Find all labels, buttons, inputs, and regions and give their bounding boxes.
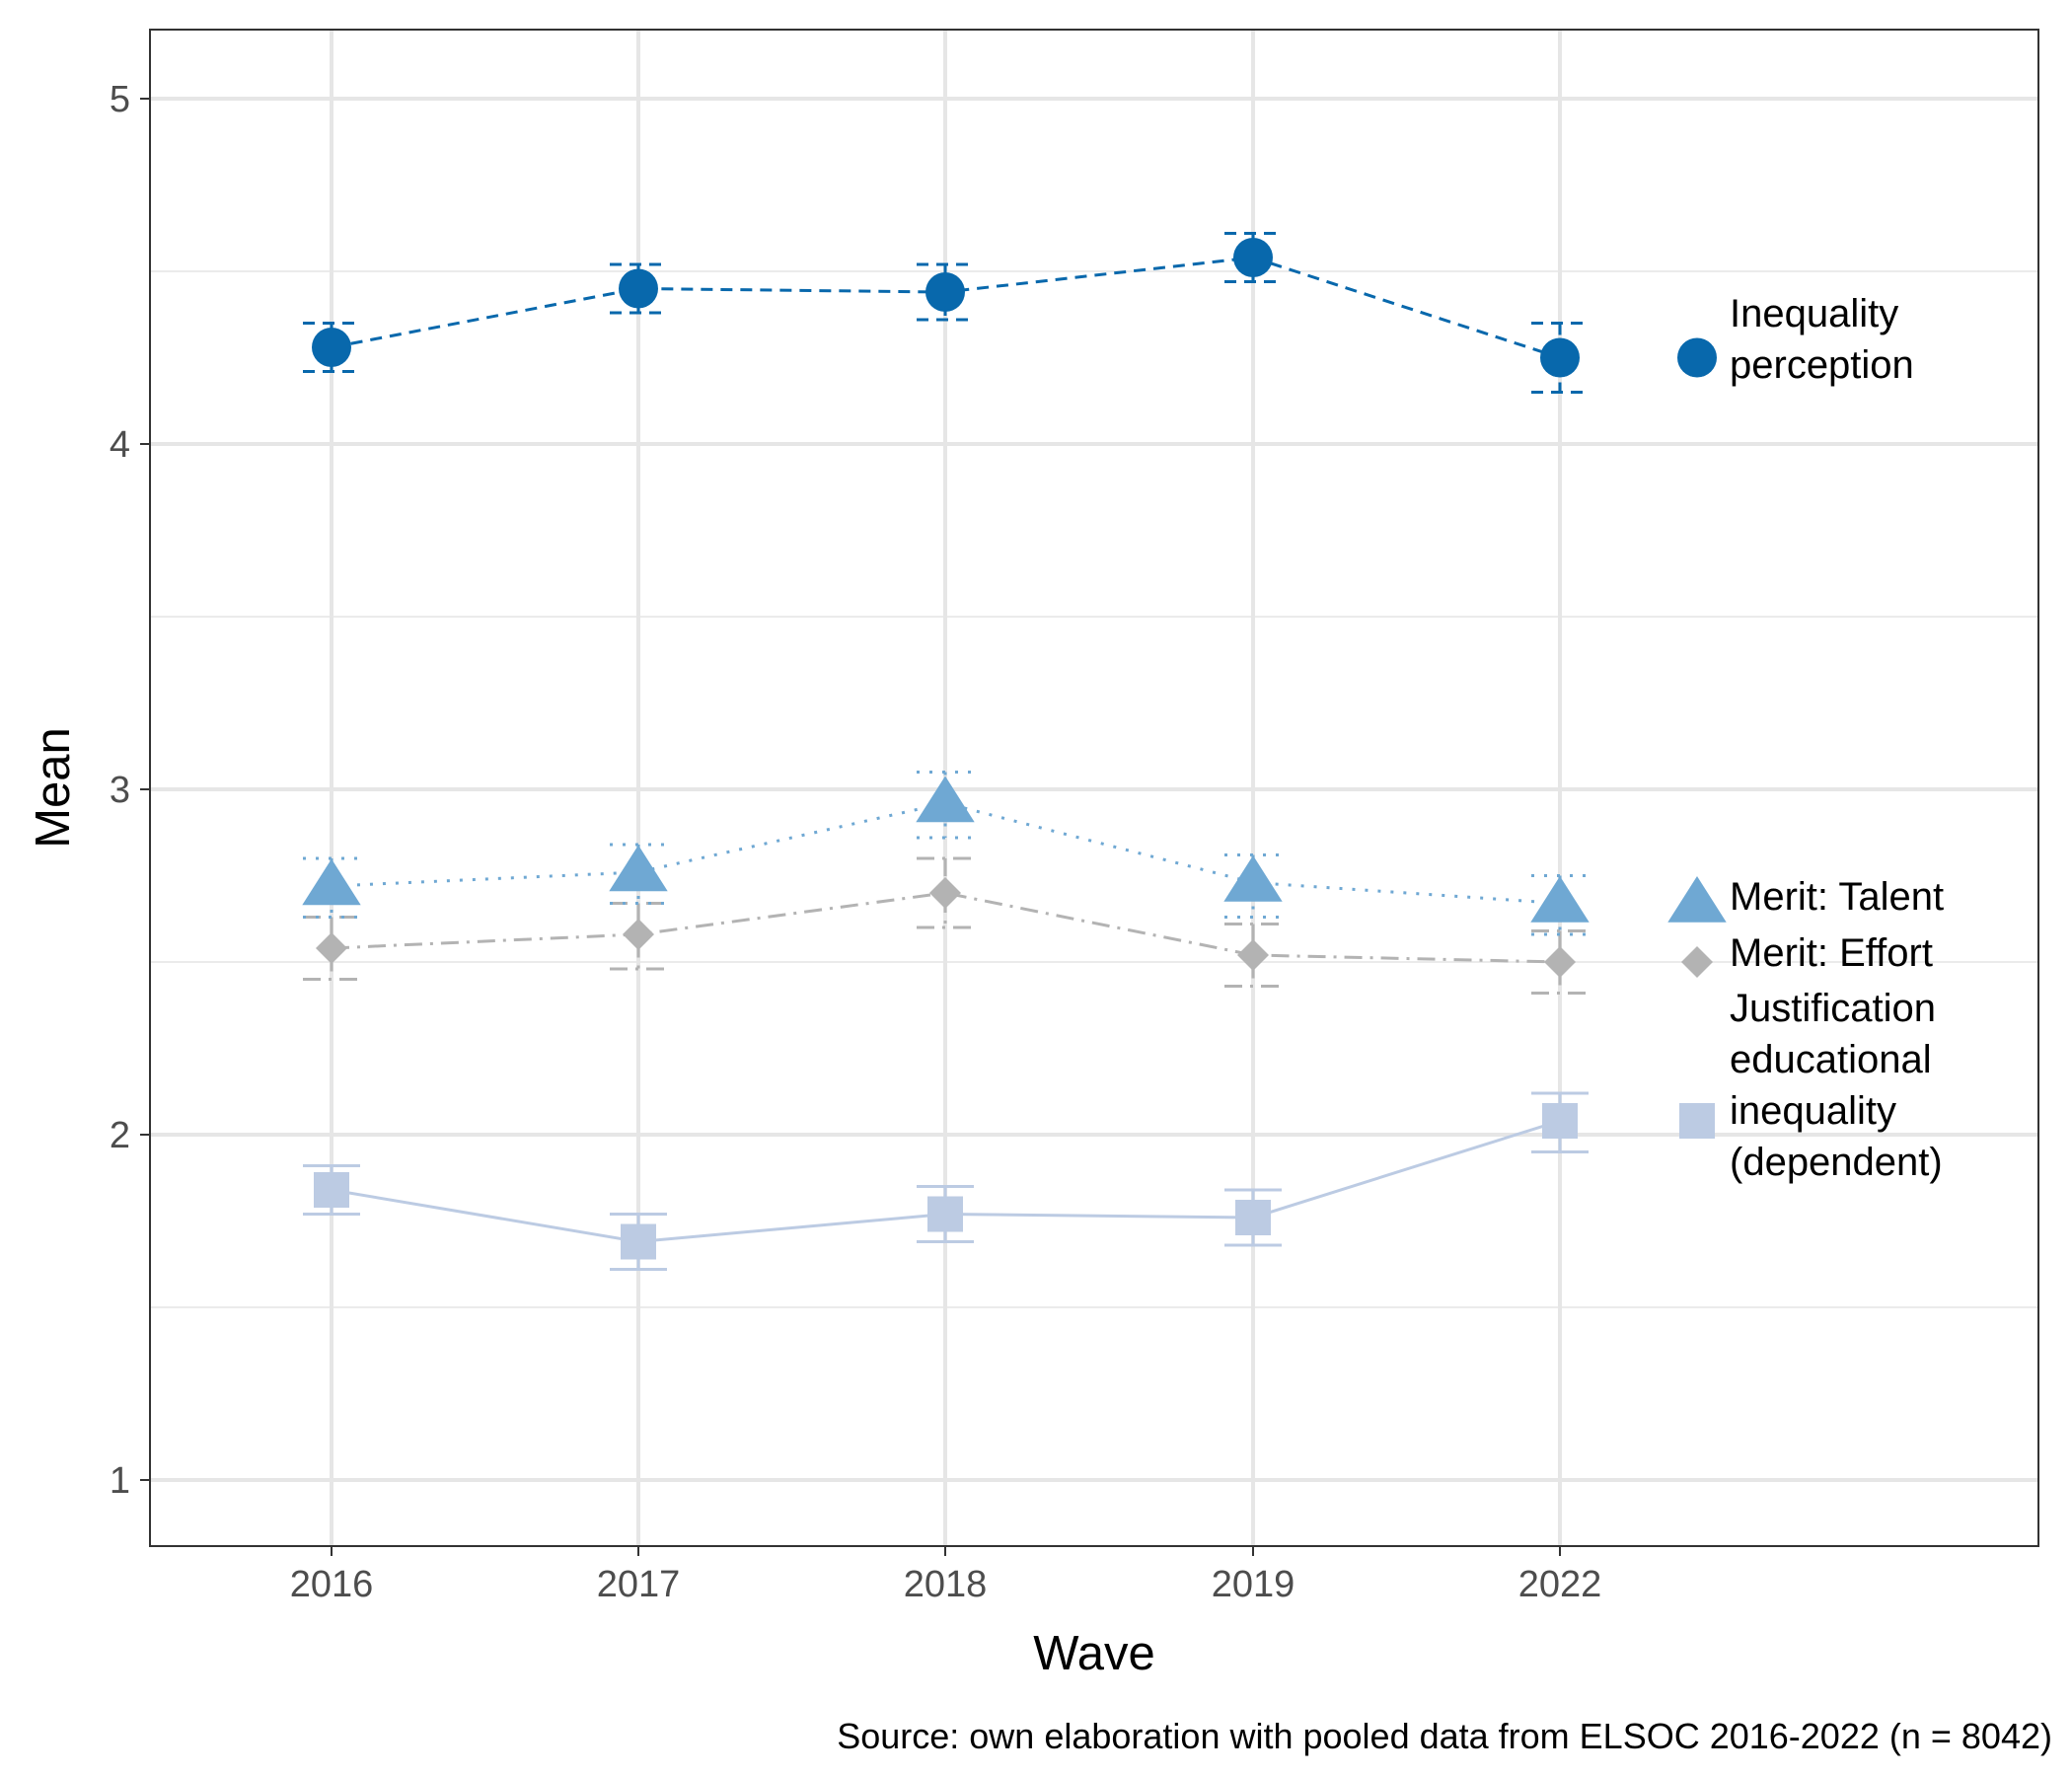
y-tick-label: 4 xyxy=(110,424,130,466)
legend-key xyxy=(1677,337,1717,378)
data-point xyxy=(1544,946,1576,978)
data-point xyxy=(1542,1103,1578,1139)
data-point xyxy=(929,877,961,909)
legend-item-talent: Merit: Talent xyxy=(1667,875,1944,923)
y-tick-label: 3 xyxy=(110,770,130,811)
series-just xyxy=(303,1091,1589,1271)
data-point xyxy=(1233,238,1273,277)
data-point xyxy=(916,776,975,823)
series-effort xyxy=(303,856,1589,995)
x-tick-label: 2018 xyxy=(904,1564,988,1605)
legend-key xyxy=(1679,1103,1715,1139)
legend-key xyxy=(1681,946,1713,978)
axes: 1 2 3 4 5 2016 2017 2018 2019 2022 xyxy=(110,79,1601,1605)
data-point xyxy=(316,932,347,964)
legend-label: Justification xyxy=(1730,987,1936,1030)
series-layer xyxy=(302,232,1590,1271)
data-point xyxy=(302,858,361,906)
legend-item-just: Justification educational inequality (depen… xyxy=(1679,987,1943,1184)
legend-key xyxy=(1667,876,1727,923)
data-point xyxy=(1530,876,1590,923)
x-axis-title: Wave xyxy=(1033,1627,1154,1680)
legend-item-effort: Merit: Effort xyxy=(1681,931,1933,978)
data-point xyxy=(312,328,351,367)
data-point xyxy=(314,1172,349,1208)
data-point xyxy=(1237,939,1269,971)
panel-border xyxy=(149,29,2039,1547)
data-point xyxy=(1540,337,1580,378)
legend: Inequality perception Merit: Talent Merit: … xyxy=(1667,292,1944,1184)
legend-label: Merit: Effort xyxy=(1730,931,1933,975)
x-tick-label: 2017 xyxy=(597,1564,681,1605)
data-point xyxy=(609,845,668,892)
series-ineq xyxy=(303,232,1589,394)
legend-label: (dependent) xyxy=(1730,1141,1943,1184)
y-tick-label: 2 xyxy=(110,1115,130,1156)
legend-item-ineq: Inequality perception xyxy=(1677,292,1914,387)
data-point xyxy=(623,919,654,950)
data-point xyxy=(619,268,658,309)
series-talent xyxy=(302,771,1590,936)
legend-label: Inequality xyxy=(1730,292,1898,335)
grid xyxy=(150,30,2038,1546)
data-point xyxy=(927,1196,963,1232)
data-point xyxy=(1223,855,1283,902)
legend-label: inequality xyxy=(1730,1089,1896,1133)
y-tick-label: 5 xyxy=(110,79,130,120)
x-tick-label: 2022 xyxy=(1518,1564,1602,1605)
caption: Source: own elaboration with pooled data… xyxy=(837,1716,2052,1756)
series-line xyxy=(331,891,1561,964)
legend-label: educational xyxy=(1730,1038,1932,1081)
data-point xyxy=(1235,1200,1271,1235)
legend-label: perception xyxy=(1730,343,1914,387)
x-tick-label: 2016 xyxy=(290,1564,374,1605)
x-tick-label: 2019 xyxy=(1212,1564,1295,1605)
y-axis-title: Mean xyxy=(27,727,80,849)
legend-label: Merit: Talent xyxy=(1730,875,1944,919)
y-tick-label: 1 xyxy=(110,1460,130,1502)
data-point xyxy=(925,272,965,312)
data-point xyxy=(621,1223,656,1260)
